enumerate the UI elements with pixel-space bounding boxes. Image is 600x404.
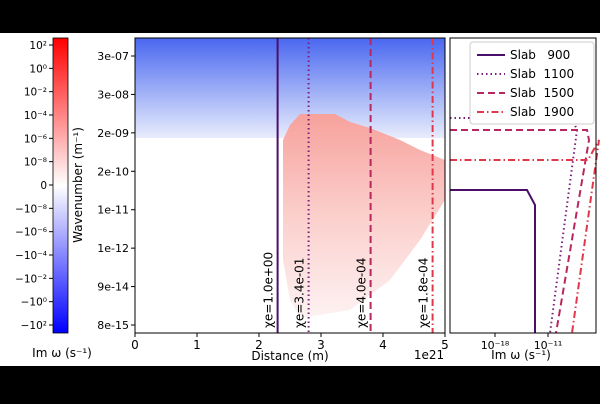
x-tick-label: 5 [441, 338, 449, 352]
profile-x-label: Im ω (s⁻¹) [491, 348, 551, 362]
colorbar-tick-label: −10⁰ [21, 297, 47, 309]
y-tick-label: 2e-10 [97, 165, 129, 178]
colorbar-tick-label: 10⁰ [29, 63, 47, 75]
chi-label: χe=4.0e-04 [355, 258, 369, 328]
legend: Slab 900 Slab 1100 Slab 1500 Slab 1900 [469, 41, 595, 125]
main-x-ticks: 0 1 2 3 4 5 [131, 333, 449, 352]
legend-label: Slab 1500 [510, 86, 574, 100]
y-tick-label: 3e-07 [97, 50, 129, 63]
profile-x-ticks: 10⁻¹⁸ 10⁻¹¹ [481, 333, 563, 352]
colorbar-tick-label: −10⁻⁴ [15, 250, 47, 262]
vertical-lines [276, 38, 434, 333]
legend-label: Slab 1100 [510, 67, 574, 81]
x-tick-label: 2 [255, 338, 263, 352]
chi-label: χe=3.4e-01 [293, 258, 307, 328]
legend-items: Slab 900 Slab 1100 Slab 1500 Slab 1900 [477, 48, 574, 119]
heatmap-negative-region [135, 38, 445, 138]
vertical-line-labels: χe=1.0e+00 χe=3.4e-01 χe=4.0e-04 χe=1.8e-04 [262, 252, 431, 328]
chi-label: χe=1.0e+00 [262, 252, 276, 328]
profile-line [450, 139, 600, 334]
chi-label: χe=1.8e-04 [417, 258, 431, 328]
main-plot-frame [134, 37, 446, 334]
colorbar-tick-label: 0 [40, 180, 47, 192]
colorbar-label: Im ω (s⁻¹) [32, 346, 92, 360]
main-plot: 0 1 2 3 4 5 3e-07 3e-08 2e-09 2e-10 1e-11 1e-12 9e-… [71, 37, 449, 363]
legend-label: Slab 1900 [510, 105, 574, 119]
y-tick-label: 3e-08 [97, 88, 129, 101]
legend-label: Slab 900 [510, 48, 570, 62]
y-tick-label: 2e-09 [97, 127, 129, 140]
colorbar-tick-label: 10² [29, 40, 47, 52]
y-tick-label: 8e-15 [97, 319, 129, 332]
profile-plot-frame [449, 37, 597, 334]
colorbar-tick-label: −10⁻⁸ [15, 203, 47, 215]
colorbar-tick-label: 10⁻⁴ [24, 110, 47, 122]
colorbar-ticks: 10² 10⁰ 10⁻² 10⁻⁴ 10⁻⁶ 10⁻⁸ 0 −10⁻⁸ −10⁻⁶ −10⁻⁴ −1… [15, 40, 53, 332]
colorbar-tick-label: −10² [21, 320, 47, 332]
y-tick-label: 1e-11 [97, 204, 129, 217]
colorbar-gradient [52, 37, 69, 334]
profile-x-tick-label: 10⁻¹⁸ [481, 339, 510, 352]
colorbar-tick-label: 10⁻⁶ [24, 133, 47, 145]
heatmap [135, 38, 445, 333]
profile-line [450, 189, 536, 333]
main-y-ticks: 3e-07 3e-08 2e-09 2e-10 1e-11 1e-12 9e-14 8e-15 [97, 50, 135, 332]
y-tick-label: 9e-14 [97, 281, 129, 294]
x-tick-label: 3 [317, 338, 325, 352]
y-tick-label: 1e-12 [97, 242, 129, 255]
legend-box [469, 41, 595, 125]
main-y-label: Wavenumber (m⁻¹) [71, 127, 85, 243]
colorbar-tick-label: −10⁻² [15, 273, 47, 285]
colorbar-tick-label: −10⁻⁶ [15, 227, 47, 239]
x-tick-label: 0 [131, 338, 139, 352]
profile-lines [450, 117, 600, 334]
profile-line [450, 129, 591, 334]
colorbar: 10² 10⁰ 10⁻² 10⁻⁴ 10⁻⁶ 10⁻⁸ 0 −10⁻⁸ −10⁻⁶ −10⁻⁴ −1… [15, 37, 92, 360]
colorbar-tick-label: 10⁻² [24, 87, 47, 99]
colorbar-tick-label: 10⁻⁸ [24, 157, 47, 169]
profile-x-tick-label: 10⁻¹¹ [534, 339, 563, 352]
x-tick-label: 1 [193, 338, 201, 352]
main-x-label: Distance (m) [251, 349, 328, 363]
x-offset-text: 1e21 [414, 348, 444, 362]
heatmap-positive-region [283, 114, 445, 318]
x-tick-label: 4 [379, 338, 387, 352]
